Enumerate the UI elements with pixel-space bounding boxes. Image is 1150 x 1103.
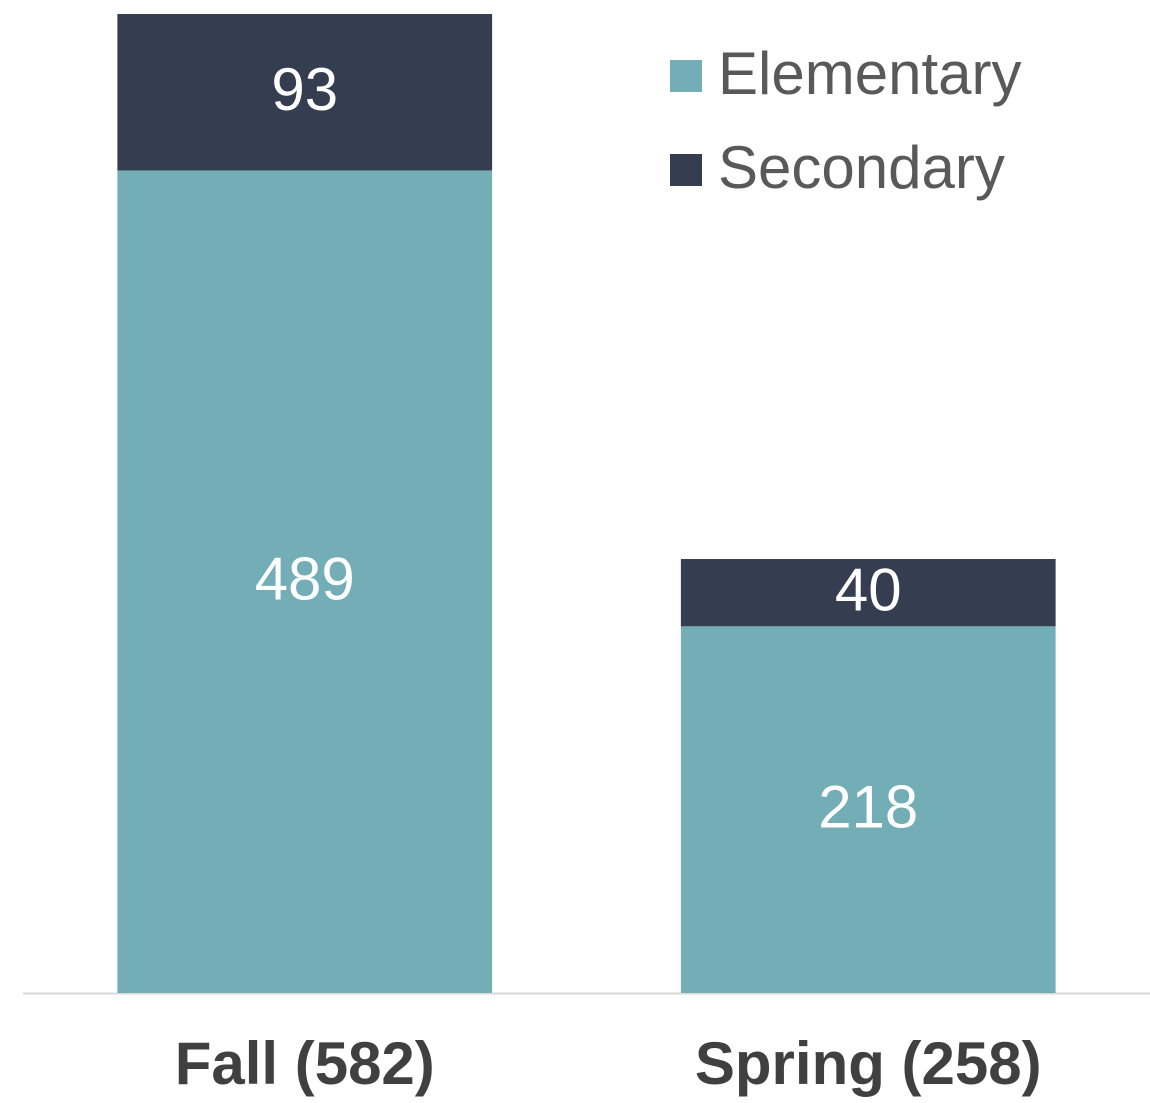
bar-segment	[117, 170, 493, 994]
legend-label: Secondary	[718, 134, 1005, 201]
legend-swatch	[670, 60, 702, 92]
legend-label: Elementary	[718, 40, 1021, 107]
data-label: 218	[818, 773, 918, 840]
x-tick-label: Fall (582)	[175, 1030, 435, 1097]
bar-segment	[117, 14, 493, 171]
data-label: 93	[271, 56, 338, 123]
x-tick-label: Spring (258)	[695, 1030, 1042, 1097]
data-label: 40	[835, 556, 902, 623]
bar-segment	[680, 559, 1056, 627]
data-label: 489	[255, 546, 355, 613]
legend-swatch	[670, 154, 702, 186]
bar-segment	[680, 626, 1056, 993]
